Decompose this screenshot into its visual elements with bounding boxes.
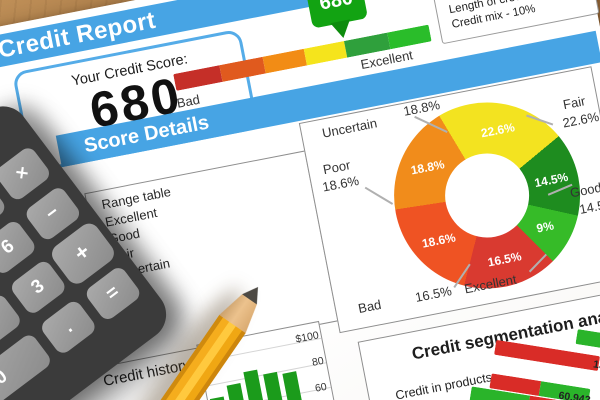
gauge-segment: [262, 48, 307, 74]
leader-line: [364, 186, 394, 205]
y-axis-tick: 80: [311, 354, 325, 369]
gauge-marker-pointer-icon: [330, 19, 354, 40]
donut-callout-label: Fair: [561, 93, 587, 113]
donut-callout-value: 22.6%: [561, 108, 600, 131]
calc-key-decimal: .: [38, 298, 99, 357]
calc-key-multiply: ×: [0, 144, 53, 203]
donut-callout-value: 18.8%: [402, 97, 442, 119]
y-axis-tick: $100: [294, 329, 320, 346]
gauge-segment: [387, 24, 432, 50]
segmentation-value: 130,0: [592, 358, 600, 375]
calc-key-0: 0: [0, 331, 54, 400]
gauge-segment: [303, 40, 348, 66]
y-axis-tick: 60: [314, 380, 328, 395]
donut-callout-label: Uncertain: [320, 115, 379, 141]
donut-callout-value: 16.5%: [413, 283, 453, 305]
history-bar: [282, 370, 315, 400]
donut-callout-label: Bad: [356, 296, 383, 317]
